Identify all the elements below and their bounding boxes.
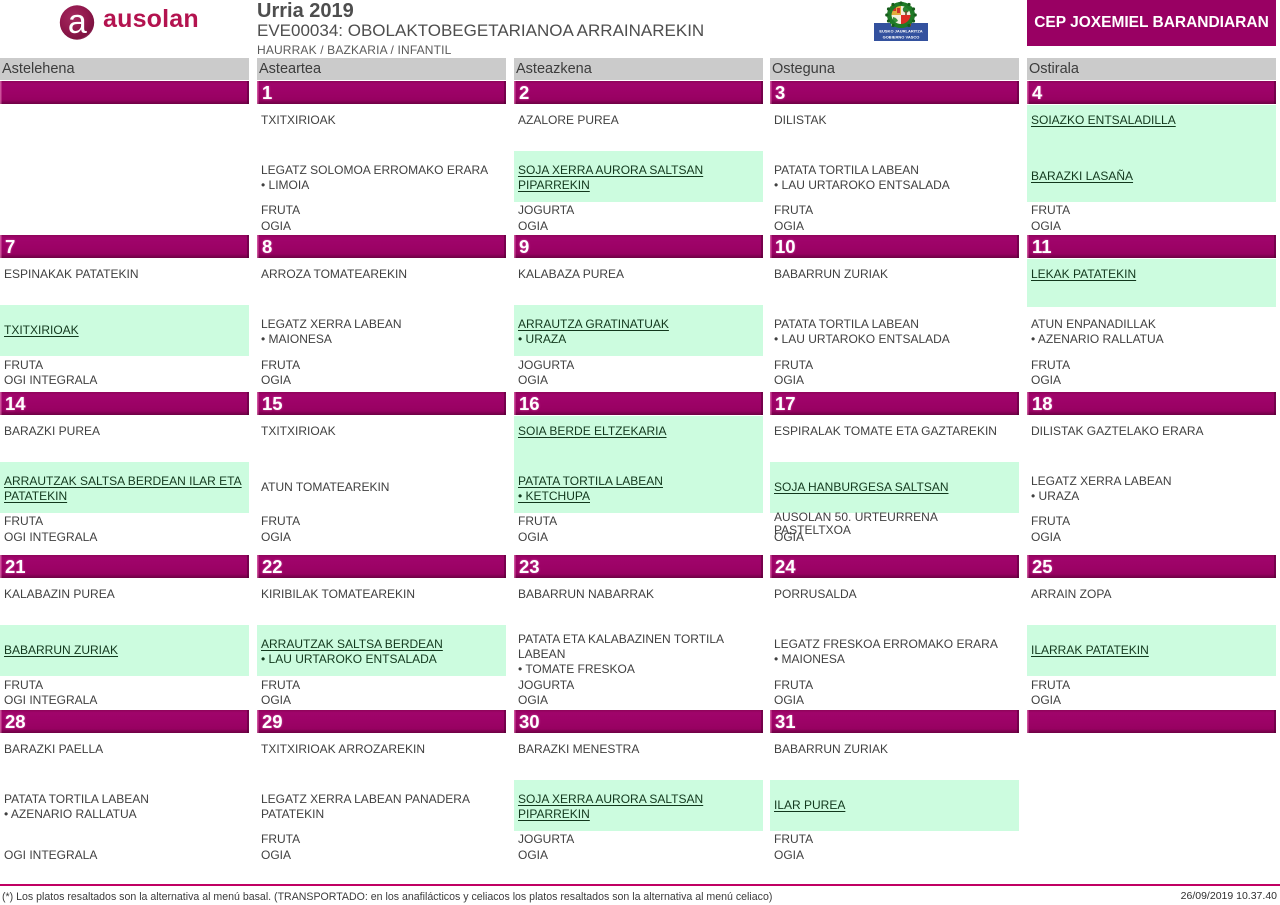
svg-text:GOBIERNO VASCO: GOBIERNO VASCO <box>883 35 920 40</box>
svg-text:EUSKO JAURLARITZA: EUSKO JAURLARITZA <box>879 29 922 34</box>
svg-text:a: a <box>68 3 87 41</box>
